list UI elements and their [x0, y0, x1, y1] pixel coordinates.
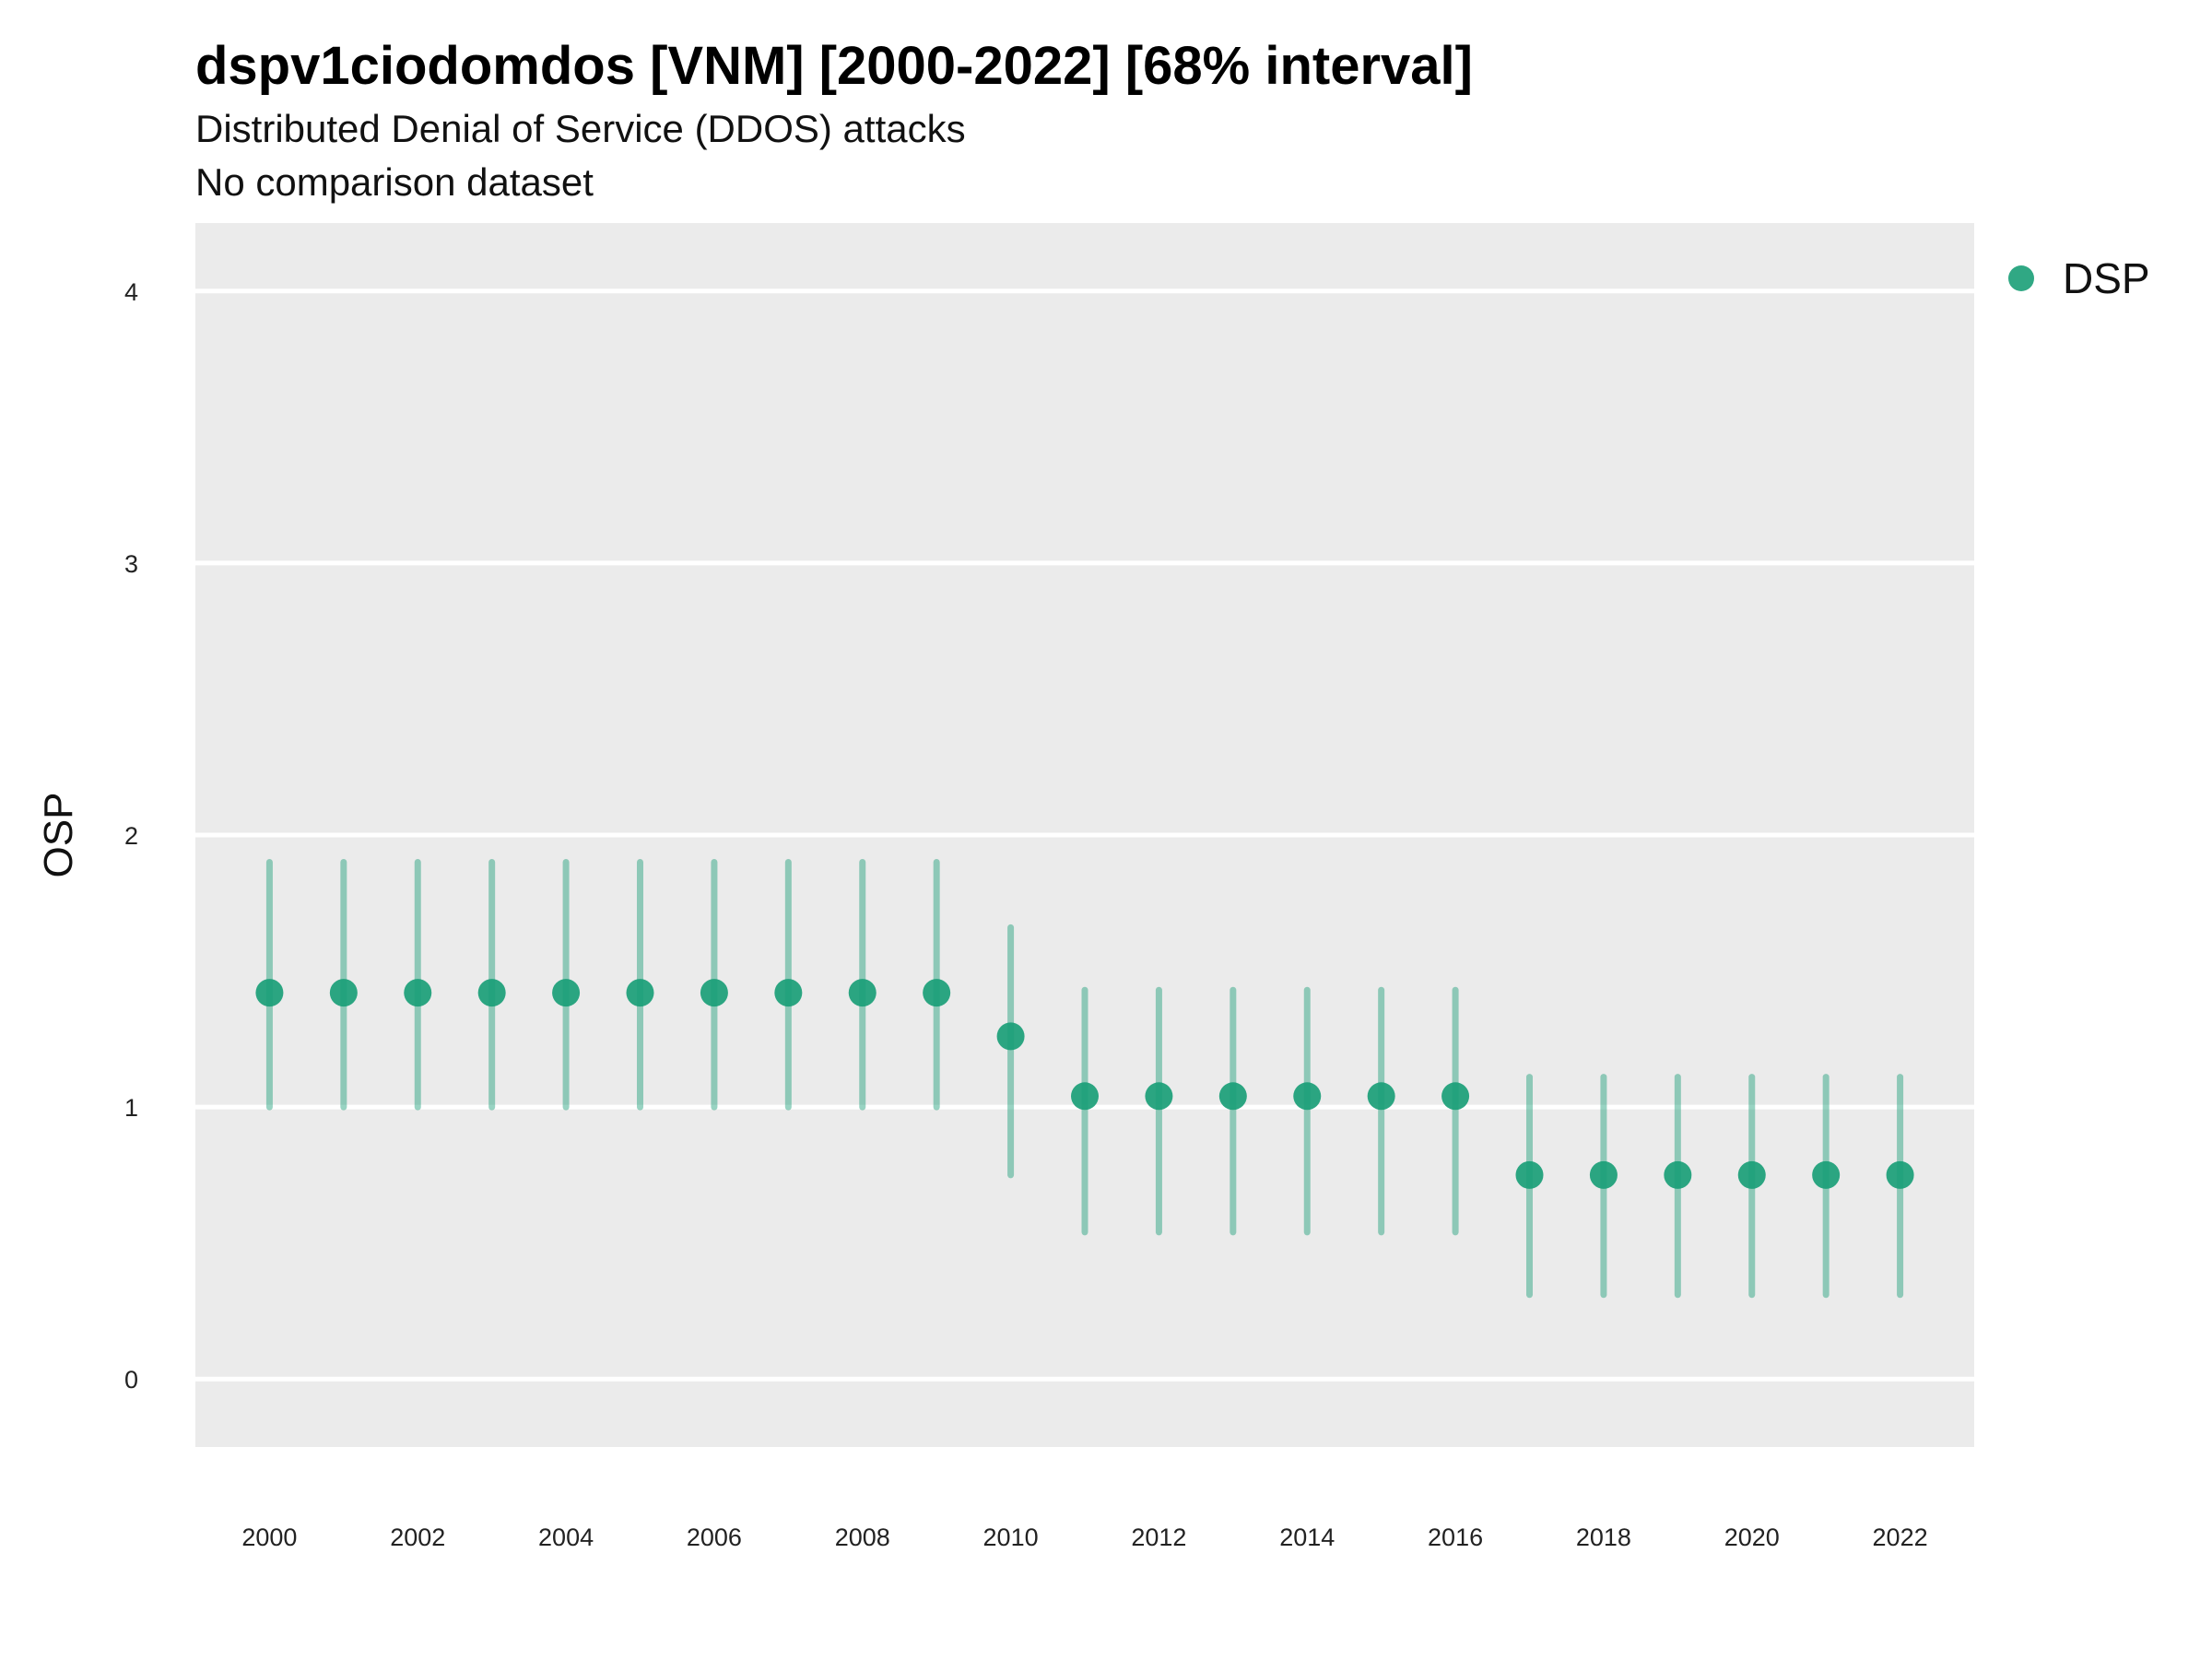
point-2006: [700, 979, 728, 1007]
x-tick-label-2004: 2004: [538, 1524, 594, 1551]
x-tick-label-2010: 2010: [983, 1524, 1039, 1551]
point-2010: [996, 1022, 1025, 1051]
chart-subtitle-secondary: No comparison dataset: [195, 160, 594, 204]
point-2015: [1367, 1082, 1395, 1111]
x-tick-label-2020: 2020: [1724, 1524, 1780, 1551]
x-tick-label-2008: 2008: [835, 1524, 890, 1551]
chart-subtitle: Distributed Denial of Service (DDOS) att…: [195, 107, 966, 150]
y-tick-label-3: 3: [124, 550, 138, 578]
point-2005: [626, 979, 654, 1007]
x-tick-label-2006: 2006: [687, 1524, 742, 1551]
chart-title: dspv1ciodomdos [VNM] [2000-2022] [68% in…: [195, 36, 1473, 96]
point-2000: [255, 979, 284, 1007]
point-2021: [1812, 1160, 1841, 1189]
x-tick-label-2022: 2022: [1873, 1524, 1928, 1551]
y-axis-title: OSP: [36, 793, 81, 878]
legend-marker-dsp: [2008, 265, 2034, 291]
point-2012: [1145, 1082, 1173, 1111]
y-tick-label-1: 1: [124, 1094, 138, 1122]
point-2019: [1664, 1160, 1692, 1189]
y-tick-label-4: 4: [124, 278, 138, 306]
x-tick-label-2012: 2012: [1131, 1524, 1186, 1551]
point-2002: [404, 979, 432, 1007]
x-axis-ticks: 2000 2002 2004 2006 2008 2010 2012 2014 2016 2018…: [241, 1524, 1927, 1551]
point-2020: [1737, 1160, 1766, 1189]
point-2009: [923, 979, 951, 1007]
x-tick-label-2018: 2018: [1576, 1524, 1631, 1551]
point-2001: [329, 979, 358, 1007]
point-2008: [848, 979, 877, 1007]
x-tick-label-2002: 2002: [390, 1524, 445, 1551]
point-2007: [774, 979, 803, 1007]
x-tick-label-2000: 2000: [241, 1524, 297, 1551]
point-2004: [552, 979, 581, 1007]
point-2003: [477, 979, 506, 1007]
point-2013: [1218, 1082, 1247, 1111]
point-2018: [1589, 1160, 1618, 1189]
legend-label-dsp: DSP: [2063, 254, 2150, 302]
point-2016: [1441, 1082, 1470, 1111]
x-tick-label-2014: 2014: [1279, 1524, 1335, 1551]
x-tick-label-2016: 2016: [1428, 1524, 1483, 1551]
point-2017: [1515, 1160, 1544, 1189]
y-tick-label-0: 0: [124, 1366, 138, 1394]
y-tick-label-2: 2: [124, 822, 138, 850]
point-2011: [1071, 1082, 1099, 1111]
data-marks: [255, 859, 1914, 1299]
point-2022: [1886, 1160, 1914, 1189]
point-2014: [1293, 1082, 1322, 1111]
legend: DSP: [2008, 254, 2150, 302]
y-axis-ticks: 0 1 2 3 4: [124, 278, 138, 1394]
